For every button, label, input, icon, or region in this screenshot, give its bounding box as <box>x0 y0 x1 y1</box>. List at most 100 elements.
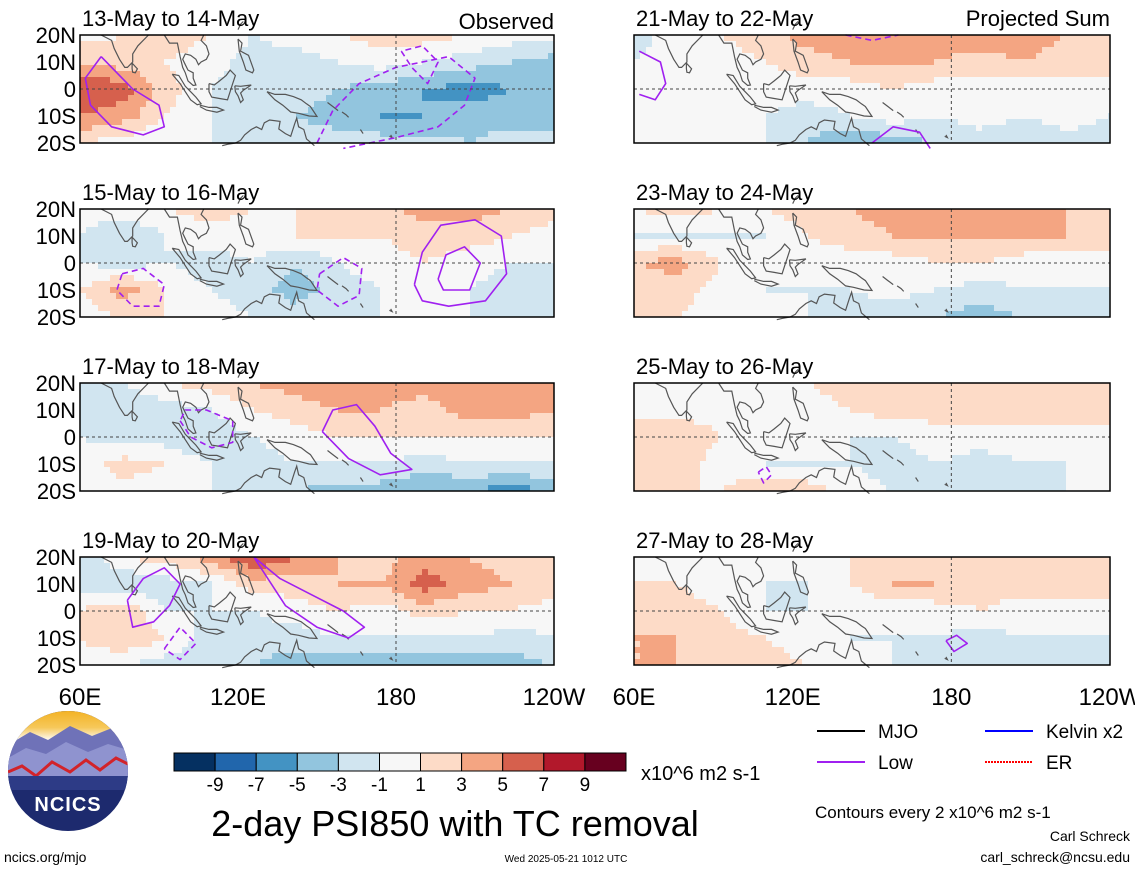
field-cell <box>164 443 170 449</box>
field-cell <box>290 77 296 83</box>
field-cell <box>80 41 86 47</box>
field-cell <box>368 569 374 575</box>
field-cell <box>446 107 452 113</box>
field-cell <box>314 479 320 485</box>
field-cell <box>374 449 380 455</box>
field-cell <box>284 395 290 401</box>
field-cell <box>236 281 242 287</box>
field-cell <box>86 401 92 407</box>
field-cell <box>398 113 404 119</box>
field-cell <box>506 437 512 443</box>
field-cell <box>500 563 506 569</box>
field-cell <box>122 443 128 449</box>
field-cell <box>368 305 374 311</box>
field-cell <box>296 257 302 263</box>
field-cell <box>506 299 512 305</box>
field-cell <box>326 77 332 83</box>
field-cell <box>476 389 482 395</box>
field-cell <box>524 449 530 455</box>
field-cell <box>500 221 506 227</box>
field-cell <box>494 425 500 431</box>
field-cell <box>518 395 524 401</box>
field-cell <box>224 449 230 455</box>
field-cell <box>326 395 332 401</box>
field-cell <box>188 233 194 239</box>
field-cell <box>116 65 122 71</box>
field-cell <box>428 53 434 59</box>
field-cell <box>152 269 158 275</box>
field-cell <box>164 239 170 245</box>
field-cell <box>128 257 134 263</box>
field-cell <box>278 107 284 113</box>
field-cell <box>332 389 338 395</box>
field-cell <box>200 593 206 599</box>
field-cell <box>80 263 86 269</box>
field-cell <box>188 257 194 263</box>
field-cell <box>134 281 140 287</box>
field-cell <box>80 209 86 215</box>
field-cell <box>428 65 434 71</box>
field-cell <box>152 413 158 419</box>
field-cell <box>488 275 494 281</box>
field-cell <box>122 473 128 479</box>
field-cell <box>440 113 446 119</box>
field-cell <box>428 233 434 239</box>
field-cell <box>92 221 98 227</box>
field-cell <box>320 239 326 245</box>
field-cell <box>326 53 332 59</box>
field-cell <box>200 83 206 89</box>
field-cell <box>212 461 218 467</box>
field-cell <box>542 581 548 587</box>
field-cell <box>86 233 92 239</box>
field-cell <box>302 467 308 473</box>
field-cell <box>158 473 164 479</box>
field-cell <box>488 287 494 293</box>
field-cell <box>248 119 254 125</box>
field-cell <box>476 125 482 131</box>
field-cell <box>482 209 488 215</box>
field-cell <box>266 569 272 575</box>
field-cell <box>236 383 242 389</box>
field-cell <box>212 455 218 461</box>
field-cell <box>86 77 92 83</box>
field-cell <box>158 95 164 101</box>
field-cell <box>488 215 494 221</box>
field-cell <box>398 77 404 83</box>
field-cell <box>272 407 278 413</box>
coastline <box>234 258 252 278</box>
field-cell <box>452 473 458 479</box>
field-cell <box>110 233 116 239</box>
field-cell <box>98 227 104 233</box>
field-cell <box>548 563 554 569</box>
field-cell <box>266 209 272 215</box>
field-cell <box>122 575 128 581</box>
field-cell <box>236 263 242 269</box>
field-cell <box>254 563 260 569</box>
field-cell <box>446 59 452 65</box>
field-cell <box>290 425 296 431</box>
field-cell <box>326 251 332 257</box>
field-cell <box>290 83 296 89</box>
field-cell <box>218 569 224 575</box>
field-cell <box>182 455 188 461</box>
field-cell <box>392 227 398 233</box>
field-cell <box>446 257 452 263</box>
field-cell <box>230 293 236 299</box>
field-cell <box>308 131 314 137</box>
field-cell <box>422 425 428 431</box>
field-cell <box>206 281 212 287</box>
field-cell <box>506 131 512 137</box>
field-cell <box>320 569 326 575</box>
field-cell <box>236 101 242 107</box>
field-cell <box>152 47 158 53</box>
field-cell <box>440 107 446 113</box>
field-cell <box>524 245 530 251</box>
field-cell <box>506 569 512 575</box>
field-cell <box>230 599 236 605</box>
field-cell <box>302 443 308 449</box>
field-cell <box>86 275 92 281</box>
field-cell <box>362 245 368 251</box>
field-cell <box>236 575 242 581</box>
field-cell <box>506 137 512 143</box>
field-cell <box>236 599 242 605</box>
